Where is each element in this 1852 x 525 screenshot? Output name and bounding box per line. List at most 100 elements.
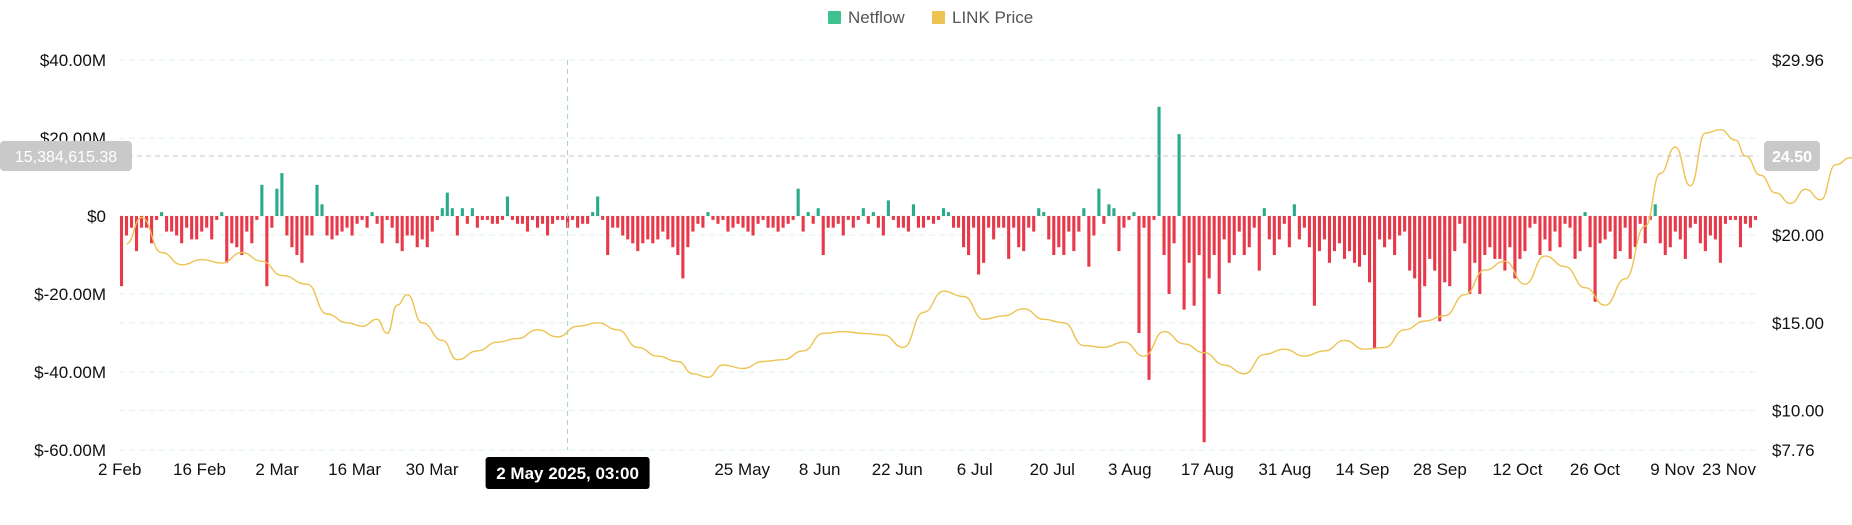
netflow-bar-outflow	[380, 216, 384, 244]
netflow-bar-outflow	[195, 216, 199, 240]
netflow-bar-outflow	[761, 216, 765, 220]
netflow-bar-inflow	[1177, 134, 1181, 216]
netflow-bar-outflow	[205, 216, 209, 228]
netflow-bar-outflow	[1503, 216, 1507, 271]
left-axis-tick-label: $-60.00M	[34, 441, 106, 460]
netflow-bar-outflow	[731, 216, 735, 228]
netflow-bar-outflow	[1047, 216, 1051, 240]
netflow-bar-outflow	[1443, 216, 1447, 283]
netflow-bar-outflow	[1192, 216, 1196, 306]
right-axis-tick-label: $29.96	[1772, 51, 1824, 70]
netflow-bar-outflow	[1598, 216, 1602, 244]
netflow-bar-outflow	[1633, 216, 1637, 248]
legend-label-link-price: LINK Price	[952, 8, 1033, 27]
netflow-bar-outflow	[1122, 216, 1126, 228]
netflow-bar-outflow	[1498, 216, 1502, 259]
netflow-bar-outflow	[626, 216, 630, 240]
netflow-bar-outflow	[701, 216, 705, 228]
netflow-bar-outflow	[1002, 216, 1006, 228]
netflow-bar-outflow	[1438, 216, 1442, 322]
netflow-bar-outflow	[1413, 216, 1417, 279]
netflow-bar-outflow	[831, 216, 835, 228]
netflow-bar-outflow	[1713, 216, 1717, 240]
netflow-bar-outflow	[1347, 216, 1352, 252]
netflow-bar-outflow	[766, 216, 770, 228]
x-axis-tick-label: 30 Mar	[406, 460, 459, 479]
x-axis-tick-label: 26 Oct	[1570, 460, 1620, 479]
crosshair-date-tooltip	[485, 457, 650, 489]
netflow-bar-outflow	[290, 216, 294, 248]
netflow-bar-outflow	[340, 216, 344, 232]
netflow-bar-outflow	[601, 216, 605, 220]
netflow-bar-outflow	[1668, 216, 1672, 248]
netflow-bar-outflow	[305, 216, 309, 236]
right-axis-tick-label: $15.00	[1772, 314, 1824, 333]
netflow-bar-outflow	[1232, 216, 1236, 255]
legend-item-netflow[interactable]: Netflow	[828, 8, 905, 27]
netflow-bar-inflow	[591, 212, 595, 216]
netflow-bar-outflow	[1543, 216, 1547, 240]
netflow-bar-outflow	[1623, 216, 1627, 228]
netflow-bar-outflow	[1152, 216, 1156, 220]
x-axis-tick-label: 3 Aug	[1108, 460, 1152, 479]
netflow-bar-outflow	[495, 216, 499, 224]
netflow-bar-outflow	[1433, 216, 1437, 271]
netflow-bar-outflow	[646, 216, 650, 240]
netflow-bar-outflow	[811, 216, 815, 224]
netflow-bar-outflow	[270, 216, 274, 228]
netflow-bar-inflow	[946, 212, 951, 216]
netflow-bar-outflow	[1312, 216, 1316, 306]
netflow-bar-outflow	[1388, 216, 1392, 240]
netflow-bar-outflow	[1227, 216, 1231, 263]
netflow-bar-outflow	[1638, 216, 1642, 224]
netflow-bar-outflow	[756, 216, 760, 224]
netflow-bar-outflow	[1297, 216, 1301, 240]
right-axis: $29.96 $20.00 $15.00 $10.00 $7.76	[1772, 51, 1824, 460]
legend-item-link-price[interactable]: LINK Price	[932, 8, 1033, 27]
netflow-bar-outflow	[606, 216, 610, 255]
netflow-bar-inflow	[445, 192, 449, 216]
netflow-bar-inflow	[1653, 204, 1657, 216]
x-axis-tick-label: 2 Mar	[255, 460, 299, 479]
netflow-bar-outflow	[390, 216, 394, 228]
netflow-bar-outflow	[1373, 216, 1377, 349]
netflow-bar-outflow	[1127, 216, 1131, 220]
x-axis-tick-label: 12 Oct	[1492, 460, 1542, 479]
netflow-bar-outflow	[997, 216, 1001, 228]
netflow-bar-outflow	[405, 216, 409, 236]
netflow-bar-outflow	[165, 216, 169, 232]
netflow-bar-outflow	[1182, 216, 1186, 310]
netflow-bar-outflow	[1367, 216, 1372, 283]
netflow-bar-outflow	[1748, 216, 1753, 228]
netflow-bar-outflow	[921, 216, 926, 228]
netflow-bar-outflow	[686, 216, 690, 248]
netflow-bar-outflow	[545, 216, 550, 236]
netflow-bar-outflow	[581, 216, 585, 224]
netflow-bar-outflow	[1147, 216, 1151, 380]
right-axis-tick-label: $10.00	[1772, 402, 1824, 421]
netflow-bar-outflow	[826, 216, 830, 228]
netflow-bar-inflow	[941, 208, 946, 216]
netflow-bar-outflow	[1217, 216, 1221, 294]
netflow-bar-outflow	[1573, 216, 1577, 259]
netflow-bar-outflow	[1172, 216, 1176, 244]
netflow-bar-inflow	[1157, 106, 1161, 216]
netflow-bar-outflow	[881, 216, 885, 236]
netflow-bar-outflow	[230, 216, 234, 244]
netflow-bar-outflow	[1378, 216, 1382, 240]
x-axis-tick-label: 16 Feb	[173, 460, 226, 479]
netflow-bar-outflow	[1563, 216, 1567, 224]
netflow-bar-outflow	[866, 216, 870, 224]
netflow-bar-outflow	[1307, 216, 1311, 248]
netflow-bar-outflow	[1062, 216, 1066, 255]
netflow-bar-outflow	[1473, 216, 1477, 263]
netflow-bar-outflow	[696, 216, 700, 224]
netflow-bar-outflow	[360, 216, 364, 220]
netflow-bar-outflow	[1102, 216, 1106, 224]
netflow-bar-outflow	[1418, 216, 1422, 318]
netflow-bar-outflow	[691, 216, 695, 232]
netflow-bar-inflow	[1082, 208, 1086, 216]
netflow-bar-outflow	[1027, 216, 1031, 228]
netflow-bar-outflow	[1012, 216, 1016, 228]
netflow-bar-outflow	[1483, 216, 1487, 255]
